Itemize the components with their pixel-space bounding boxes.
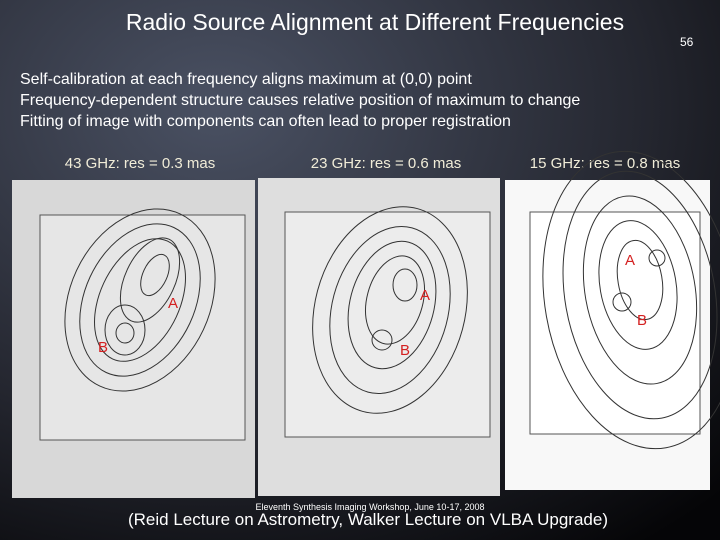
- page-number: 56: [680, 35, 694, 49]
- bullet: Frequency-dependent structure causes rel…: [20, 92, 580, 109]
- panel-label: 15 GHz: res = 0.8 mas: [530, 155, 680, 172]
- marker-label: A: [420, 287, 430, 304]
- marker-label: A: [625, 252, 635, 269]
- title: Radio Source Alignment at Different Freq…: [126, 9, 624, 35]
- footer-workshop: Eleventh Synthesis Imaging Workshop, Jun…: [256, 502, 485, 512]
- bullet: Self-calibration at each frequency align…: [20, 71, 472, 88]
- image-panel: A B: [258, 178, 500, 496]
- marker-label: A: [168, 295, 178, 312]
- image-panel: A B: [12, 180, 255, 498]
- bullet: Fitting of image with components can oft…: [20, 113, 511, 130]
- panel-label: 23 GHz: res = 0.6 mas: [311, 155, 461, 172]
- marker-label: B: [637, 312, 647, 329]
- marker-label: B: [400, 342, 410, 359]
- image-panel: A B: [505, 150, 720, 490]
- marker-label: B: [98, 339, 108, 356]
- panel-label: 43 GHz: res = 0.3 mas: [65, 155, 215, 172]
- footer-credit: (Reid Lecture on Astrometry, Walker Lect…: [128, 510, 608, 529]
